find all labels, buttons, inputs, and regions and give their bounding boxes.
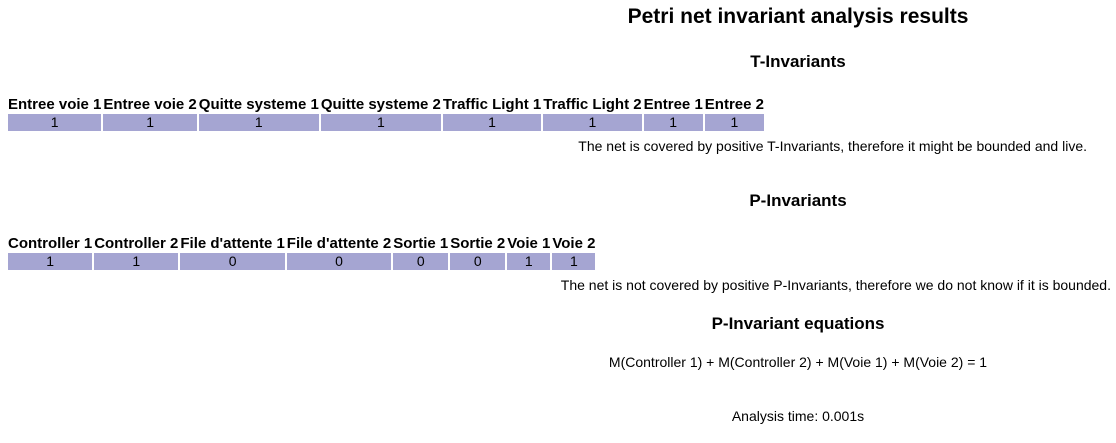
p-invariant-value-cell: 0	[393, 253, 449, 270]
t-invariant-column-header: Quitte systeme 2	[320, 95, 441, 113]
p-invariant-value-cell: 1	[507, 253, 551, 270]
p-invariant-column-header: Sortie 1	[393, 234, 449, 252]
p-invariant-column-header: Voie 1	[507, 234, 551, 252]
p-invariants-header-row: Controller 1 Controller 2 File d'attente…	[8, 233, 595, 253]
p-invariant-value-cell: 1	[552, 253, 596, 270]
t-invariant-value-cell: 1	[643, 114, 703, 131]
t-invariant-column-header: Entree 2	[704, 95, 764, 113]
p-invariant-column-header: Sortie 2	[450, 234, 506, 252]
t-invariant-value-cell: 1	[198, 114, 319, 131]
p-invariant-value-cell: 0	[450, 253, 506, 270]
p-invariant-value-cell: 1	[94, 253, 179, 270]
p-invariant-column-header: File d'attente 2	[286, 234, 392, 252]
p-invariant-column-header: File d'attente 1	[180, 234, 285, 252]
t-invariant-value-cell: 1	[543, 114, 642, 131]
p-invariant-column-header: Controller 1	[8, 234, 93, 252]
page-title: Petri net invariant analysis results	[627, 5, 969, 28]
t-invariants-value-row: 1 1 1 1 1 1 1 1	[8, 114, 764, 131]
p-invariants-note: The net is not covered by positive P-Inv…	[560, 277, 1111, 293]
t-invariant-column-header: Traffic Light 2	[543, 95, 642, 113]
t-invariant-column-header: Quitte systeme 1	[198, 95, 319, 113]
p-invariant-value-cell: 0	[286, 253, 392, 270]
p-invariants-table: Controller 1 Controller 2 File d'attente…	[6, 233, 597, 270]
t-invariants-heading: T-Invariants	[750, 52, 846, 71]
equations-heading: P-Invariant equations	[711, 314, 885, 333]
analysis-time: Analysis time: 0.001s	[731, 408, 865, 424]
t-invariant-value-cell: 1	[320, 114, 441, 131]
t-invariants-table: Entree voie 1 Entree voie 2 Quitte syste…	[6, 94, 766, 131]
p-invariant-equation: M(Controller 1) + M(Controller 2) + M(Vo…	[608, 354, 988, 370]
p-invariants-value-row: 1 1 0 0 0 0 1 1	[8, 253, 596, 270]
t-invariant-value-cell: 1	[704, 114, 764, 131]
p-invariants-heading: P-Invariants	[749, 191, 847, 210]
p-invariant-column-header: Voie 2	[552, 234, 596, 252]
t-invariant-value-cell: 1	[8, 114, 102, 131]
t-invariants-header-row: Entree voie 1 Entree voie 2 Quitte syste…	[8, 94, 764, 114]
t-invariants-note: The net is covered by positive T-Invaria…	[578, 138, 1087, 154]
t-invariant-value-cell: 1	[442, 114, 542, 131]
p-invariant-column-header: Controller 2	[94, 234, 179, 252]
t-invariant-column-header: Entree voie 2	[103, 95, 197, 113]
t-invariant-value-cell: 1	[103, 114, 197, 131]
t-invariant-column-header: Traffic Light 1	[442, 95, 542, 113]
p-invariant-value-cell: 1	[8, 253, 93, 270]
t-invariant-column-header: Entree 1	[643, 95, 703, 113]
p-invariant-value-cell: 0	[180, 253, 285, 270]
t-invariant-column-header: Entree voie 1	[8, 95, 102, 113]
